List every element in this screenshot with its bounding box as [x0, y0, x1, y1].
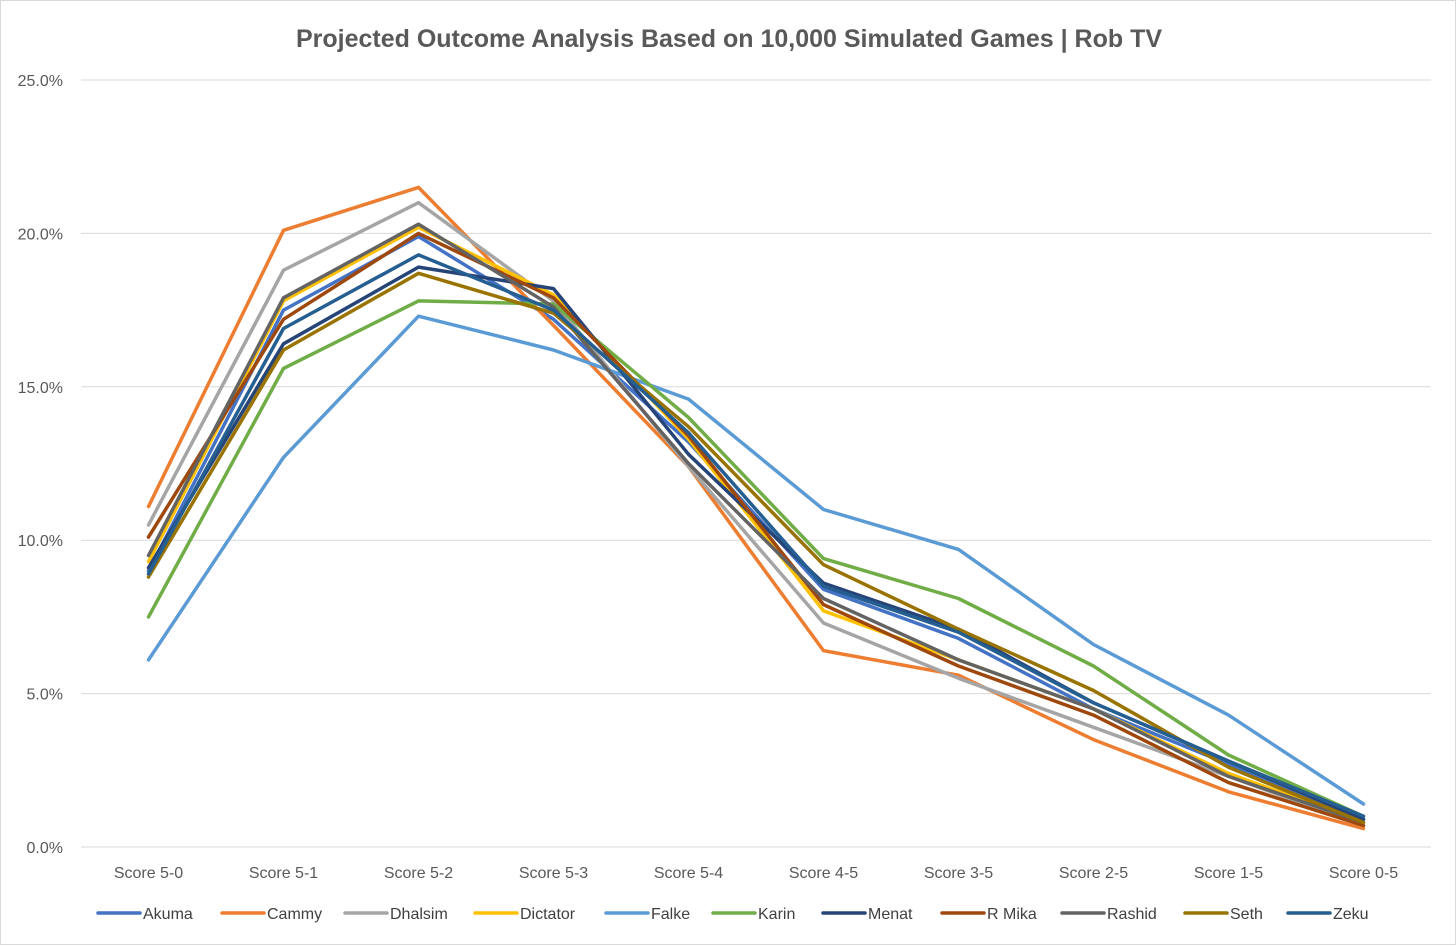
x-tick-label: Score 2-5: [1059, 865, 1128, 882]
legend-label-rashid: Rashid: [1107, 906, 1157, 923]
y-tick-label: 0.0%: [27, 840, 63, 857]
legend-label-dictator: Dictator: [520, 906, 576, 923]
x-tick-label: Score 0-5: [1329, 865, 1398, 882]
y-tick-label: 15.0%: [18, 380, 63, 397]
legend-label-menat: Menat: [868, 906, 913, 923]
legend-label-dhalsim: Dhalsim: [390, 906, 448, 923]
series-line-zeku: [149, 255, 1364, 816]
x-tick-label: Score 4-5: [789, 865, 858, 882]
x-tick-label: Score 5-4: [654, 865, 723, 882]
y-tick-label: 10.0%: [18, 533, 63, 550]
legend-label-karin: Karin: [758, 906, 795, 923]
legend-label-zeku: Zeku: [1333, 906, 1369, 923]
gridlines: [81, 80, 1431, 847]
x-tick-label: Score 1-5: [1194, 865, 1263, 882]
x-tick-label: Score 5-1: [249, 865, 318, 882]
legend: Akuma Cammy Dhalsim Dictator Falke Karin Menat…: [98, 906, 1369, 923]
x-tick-label: Score 3-5: [924, 865, 993, 882]
x-tick-label: Score 5-2: [384, 865, 453, 882]
legend-label-akuma: Akuma: [143, 906, 193, 923]
chart-title: Projected Outcome Analysis Based on 10,0…: [296, 25, 1162, 53]
y-tick-label: 25.0%: [18, 73, 63, 90]
legend-label-falke: Falke: [651, 906, 690, 923]
legend-label-cammy: Cammy: [267, 906, 322, 923]
legend-label-seth: Seth: [1230, 906, 1263, 923]
y-tick-label: 20.0%: [18, 226, 63, 243]
x-tick-label: Score 5-3: [519, 865, 588, 882]
y-tick-label: 5.0%: [27, 687, 63, 704]
x-axis-ticks: Score 5-0 Score 5-1 Score 5-2 Score 5-3 Scor…: [114, 865, 1398, 882]
legend-label-r-mika: R Mika: [987, 906, 1037, 923]
series-lines: [148, 187, 1363, 828]
y-axis-ticks: 0.0% 5.0% 10.0% 15.0% 20.0% 25.0%: [18, 73, 63, 857]
x-tick-label: Score 5-0: [114, 865, 183, 882]
